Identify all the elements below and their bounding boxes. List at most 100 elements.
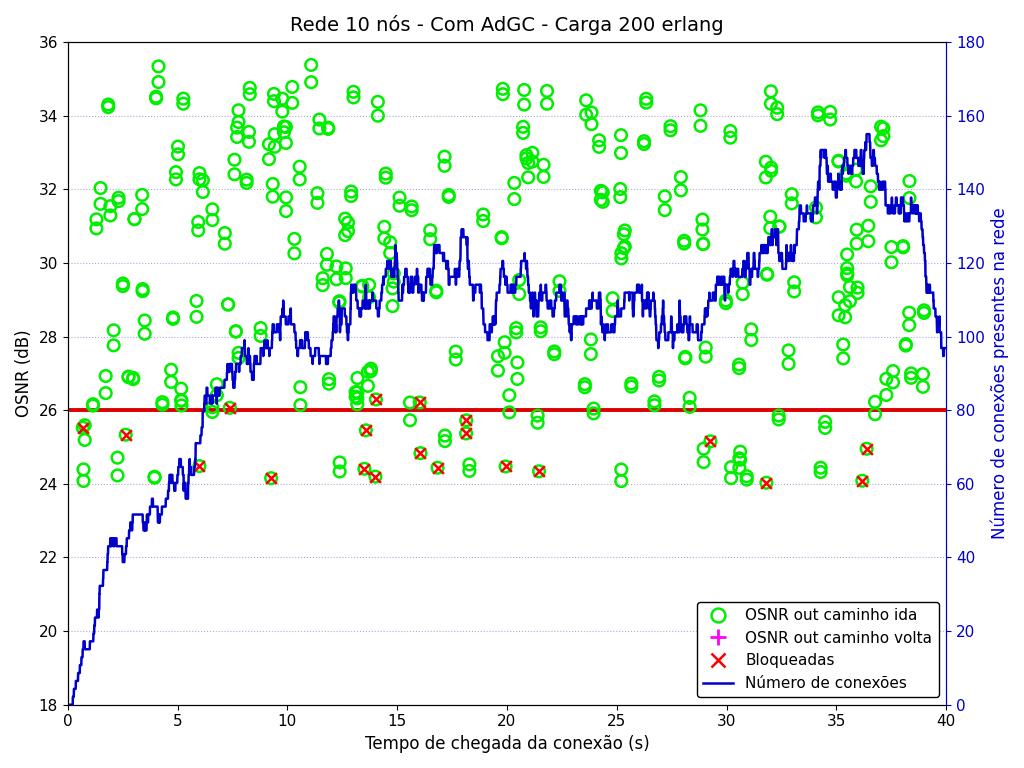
Point bbox=[903, 367, 920, 379]
Point bbox=[209, 389, 225, 402]
Point bbox=[173, 395, 189, 407]
Point bbox=[278, 191, 294, 204]
Point bbox=[303, 59, 319, 71]
Point bbox=[217, 237, 233, 250]
Point bbox=[357, 424, 374, 436]
Point bbox=[624, 377, 640, 389]
Point bbox=[638, 93, 654, 105]
Point bbox=[318, 248, 335, 260]
Point bbox=[100, 98, 117, 111]
Point bbox=[331, 296, 347, 309]
Point bbox=[163, 363, 179, 376]
Point bbox=[520, 171, 537, 184]
Point bbox=[85, 399, 101, 412]
Point bbox=[362, 365, 379, 377]
Point bbox=[520, 157, 537, 169]
Point bbox=[329, 260, 345, 273]
Point bbox=[722, 131, 738, 144]
Point bbox=[110, 452, 126, 464]
Point bbox=[695, 442, 712, 455]
Point bbox=[731, 362, 748, 374]
Point bbox=[695, 237, 712, 250]
Point bbox=[518, 152, 535, 164]
Point bbox=[253, 329, 269, 342]
Point bbox=[763, 161, 779, 174]
Point bbox=[170, 141, 186, 153]
Point bbox=[612, 129, 629, 141]
Point bbox=[337, 229, 353, 241]
Point bbox=[903, 367, 920, 379]
Point bbox=[848, 175, 864, 187]
Point bbox=[318, 248, 335, 260]
Point bbox=[311, 122, 328, 134]
Legend: OSNR out caminho ida, OSNR out caminho volta, Bloqueadas, Número de conexões: OSNR out caminho ida, OSNR out caminho v… bbox=[696, 602, 939, 697]
Point bbox=[278, 121, 294, 133]
Point bbox=[345, 91, 361, 104]
Point bbox=[230, 352, 247, 364]
Point bbox=[349, 398, 366, 410]
Point bbox=[536, 170, 552, 183]
Point bbox=[780, 344, 797, 356]
Point bbox=[515, 127, 531, 139]
Point bbox=[110, 452, 126, 464]
Point bbox=[849, 223, 865, 236]
Point bbox=[118, 429, 134, 441]
Point bbox=[204, 401, 220, 413]
Point bbox=[384, 300, 400, 313]
Point bbox=[134, 283, 151, 295]
Point bbox=[173, 399, 189, 412]
Point bbox=[287, 233, 303, 245]
Point bbox=[524, 147, 541, 159]
Point bbox=[278, 137, 294, 149]
Point bbox=[591, 141, 607, 153]
Point bbox=[155, 399, 171, 411]
Point bbox=[738, 470, 755, 482]
Point bbox=[163, 363, 179, 376]
Point bbox=[546, 348, 562, 360]
Point bbox=[146, 471, 163, 483]
Point bbox=[498, 460, 514, 472]
Point bbox=[173, 382, 189, 395]
Point bbox=[586, 407, 602, 419]
Point bbox=[76, 475, 92, 487]
Point bbox=[165, 311, 181, 323]
Point bbox=[697, 350, 714, 362]
Point bbox=[347, 386, 364, 398]
Point bbox=[551, 285, 567, 297]
Point bbox=[783, 197, 800, 210]
Point bbox=[762, 210, 778, 223]
Point bbox=[702, 435, 719, 448]
Point bbox=[209, 378, 225, 390]
Point bbox=[860, 220, 877, 232]
Point bbox=[170, 148, 186, 161]
Point bbox=[595, 196, 611, 208]
Point bbox=[461, 458, 477, 471]
Point bbox=[529, 409, 546, 422]
Point bbox=[718, 297, 734, 310]
Point bbox=[263, 472, 280, 485]
Point bbox=[356, 462, 373, 475]
Point bbox=[195, 186, 211, 198]
Point bbox=[497, 346, 513, 359]
Point bbox=[651, 374, 668, 386]
Point bbox=[577, 378, 593, 390]
Point bbox=[817, 415, 834, 428]
Point bbox=[862, 196, 879, 208]
Point bbox=[780, 358, 797, 370]
Point bbox=[604, 292, 621, 304]
Point bbox=[274, 105, 291, 118]
Point bbox=[422, 224, 438, 237]
Point bbox=[134, 203, 151, 215]
Point bbox=[354, 280, 371, 293]
Point bbox=[884, 256, 900, 268]
Point bbox=[136, 328, 153, 340]
Point bbox=[378, 171, 394, 184]
Point bbox=[509, 356, 525, 369]
Point bbox=[136, 314, 153, 326]
Point bbox=[241, 126, 257, 138]
Point bbox=[673, 184, 689, 197]
Point bbox=[812, 462, 828, 474]
Point bbox=[759, 268, 775, 280]
Point bbox=[615, 242, 632, 254]
Point bbox=[862, 180, 879, 193]
